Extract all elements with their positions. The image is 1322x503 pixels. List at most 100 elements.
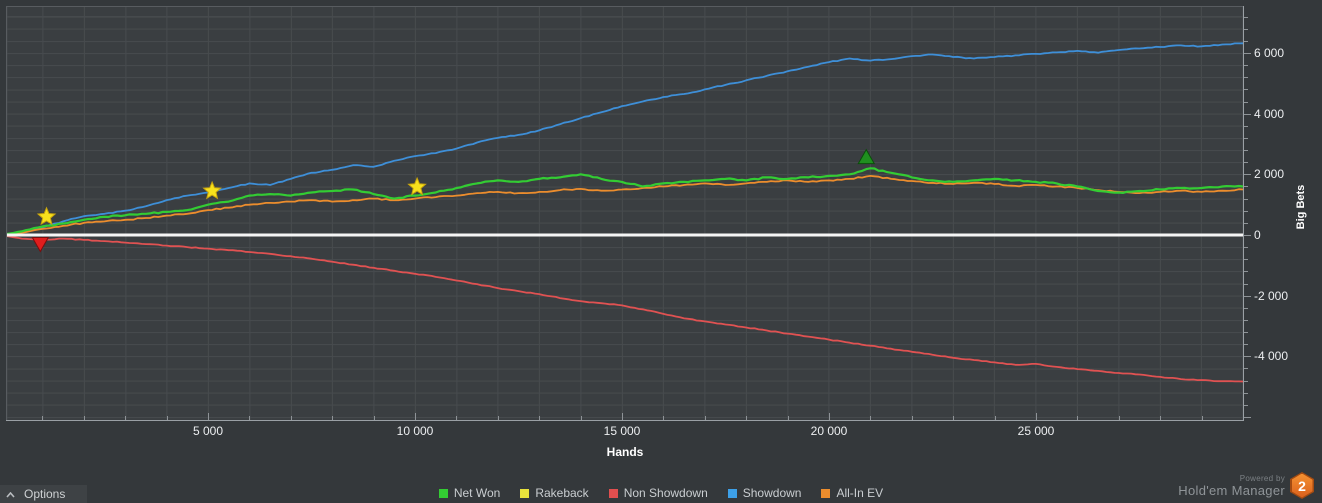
x-tick (787, 416, 789, 420)
x-tick (1201, 416, 1203, 420)
legend-item-non-showdown[interactable]: Non Showdown (608, 486, 708, 500)
hm2-logo-badge: 2 (1291, 473, 1313, 498)
x-tick (83, 416, 85, 420)
y-tick (1244, 356, 1251, 358)
x-tick (953, 416, 955, 420)
y-tick (1244, 247, 1248, 249)
x-tick-label: 15 000 (603, 424, 641, 438)
legend-item-all-in-ev[interactable]: All-In EV (821, 486, 883, 500)
y-tick (1244, 40, 1248, 42)
legend-swatch-icon (821, 488, 831, 498)
legend: Net Won Rakeback Non Showdown Showdown All-I… (0, 486, 1322, 500)
x-tick (290, 416, 292, 420)
legend-item-rakeback[interactable]: Rakeback (520, 486, 589, 500)
x-tick (580, 416, 582, 420)
options-button-label: Options (24, 487, 66, 501)
y-tick (1244, 380, 1248, 382)
legend-label: All-In EV (836, 486, 884, 500)
x-tick (911, 416, 913, 420)
x-tick (249, 416, 251, 420)
x-tick (373, 416, 375, 420)
star-marker-icon (202, 180, 222, 200)
x-tick (994, 416, 996, 420)
chevron-up-icon (6, 485, 15, 503)
chart-plot-area[interactable] (7, 7, 1243, 420)
winnings-graph (7, 42, 1243, 383)
y-tick (1244, 186, 1248, 188)
legend-label: Net Won (453, 486, 501, 500)
legend-swatch-icon (520, 488, 530, 498)
x-tick (42, 416, 44, 420)
x-tick (622, 413, 623, 420)
legend-swatch-icon (727, 488, 737, 498)
y-tick (1244, 222, 1248, 224)
y-tick (1244, 125, 1248, 127)
y-tick-label: 6 000 (1254, 46, 1285, 61)
x-tick-label: 10 000 (396, 424, 434, 438)
y-tick (1244, 113, 1251, 115)
legend-item-showdown[interactable]: Showdown (727, 486, 802, 500)
x-tick (125, 416, 127, 420)
x-tick (870, 416, 872, 420)
plot-border-left (6, 6, 7, 421)
x-tick (1077, 416, 1079, 420)
y-tick (1244, 392, 1248, 394)
x-tick (829, 413, 830, 420)
y-tick-label: 2 000 (1254, 167, 1285, 182)
y-tick (1244, 319, 1248, 321)
y-tick (1244, 174, 1251, 176)
y-tick-label: 4 000 (1254, 106, 1285, 121)
series-non-showdown (7, 235, 1243, 383)
y-tick (1244, 235, 1251, 236)
y-tick (1244, 53, 1251, 55)
triangle-up-marker-icon (857, 148, 876, 165)
series-all-in-ev (7, 174, 1243, 236)
x-tick-label: 25 000 (1017, 424, 1055, 438)
options-button[interactable]: Options (0, 485, 87, 503)
series-showdown (7, 42, 1243, 236)
y-tick (1244, 210, 1248, 212)
y-tick (1244, 101, 1248, 103)
x-tick (332, 416, 334, 420)
y-tick (1244, 150, 1248, 152)
y-tick (1244, 344, 1248, 346)
legend-swatch-icon (608, 488, 618, 498)
holdem-manager-branding: Powered by Hold'em Manager 2 (1178, 472, 1314, 499)
hm2-logo-icon: 2 (1290, 472, 1314, 499)
y-tick (1244, 137, 1248, 139)
y-tick-label: -4 000 (1254, 349, 1289, 364)
x-tick-label: 20 000 (810, 424, 848, 438)
y-axis-title: Big Bets (1295, 184, 1307, 230)
x-tick (539, 416, 541, 420)
x-tick (456, 416, 458, 420)
x-tick (208, 413, 209, 420)
legend-label: Non Showdown (623, 486, 708, 500)
triangle-down-marker-icon (31, 236, 50, 253)
y-tick (1244, 16, 1248, 18)
legend-label: Showdown (742, 486, 802, 500)
x-tick (1036, 413, 1037, 420)
legend-swatch-icon (438, 488, 448, 498)
x-axis-line (6, 420, 1244, 421)
x-tick-label: 5 000 (192, 424, 224, 438)
y-tick (1244, 65, 1248, 67)
x-tick (415, 413, 416, 420)
y-tick (1244, 307, 1248, 309)
brand-name-text: Hold'em Manager (1178, 482, 1285, 498)
y-tick (1244, 295, 1251, 297)
legend-item-net-won[interactable]: Net Won (438, 486, 501, 500)
y-tick (1244, 332, 1248, 334)
series-net-won (7, 167, 1243, 236)
y-tick (1244, 283, 1248, 285)
y-tick (1244, 259, 1248, 261)
x-tick (663, 416, 665, 420)
y-tick (1244, 271, 1248, 273)
y-tick (1244, 89, 1248, 91)
y-tick (1244, 28, 1248, 30)
y-tick (1244, 198, 1248, 200)
y-tick (1244, 162, 1248, 164)
y-tick (1244, 368, 1248, 370)
x-tick (746, 416, 748, 420)
x-tick (704, 416, 706, 420)
y-tick (1244, 404, 1248, 406)
